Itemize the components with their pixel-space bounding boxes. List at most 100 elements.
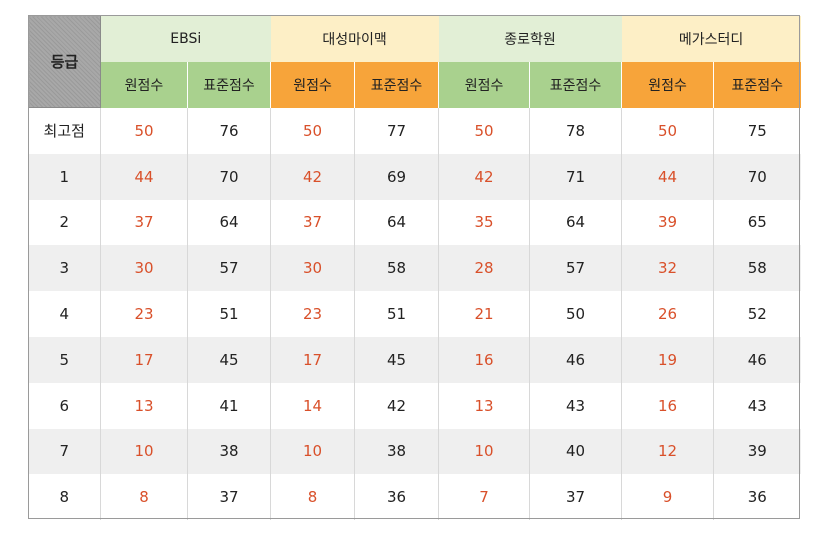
raw-score-cell: 37 <box>270 199 356 246</box>
standard-score-cell: 37 <box>187 474 272 521</box>
standard-score-cell: 57 <box>187 245 272 292</box>
standard-score-cell: 38 <box>354 428 440 475</box>
raw-score-cell: 30 <box>100 245 188 292</box>
raw-score-cell: 44 <box>100 153 188 200</box>
raw-score-cell: 50 <box>621 107 715 154</box>
raw-score-cell: 10 <box>100 428 188 475</box>
standard-score-cell: 70 <box>187 153 272 200</box>
standard-score-cell: 51 <box>354 291 440 337</box>
standard-score-cell: 50 <box>529 291 623 337</box>
standard-score-cell: 58 <box>713 245 801 292</box>
table-body: 최고점 50 76 50 77 50 78 50 75 1 44 70 42 69 42 71 44 70 2 37 6… <box>28 107 801 521</box>
table-row: 8 8 37 8 36 7 37 9 36 <box>28 474 801 521</box>
academy-header-row: 등급 EBSi 대성마이맥 종로학원 메가스터디 <box>28 15 801 108</box>
standard-score-cell: 37 <box>529 474 623 521</box>
raw-score-cell: 10 <box>438 428 531 475</box>
raw-score-cell: 32 <box>621 245 715 292</box>
raw-score-cell: 23 <box>270 291 356 337</box>
raw-score-cell: 8 <box>100 474 188 521</box>
raw-score-header: 원점수 <box>621 61 715 108</box>
raw-score-cell: 13 <box>438 382 531 429</box>
standard-score-cell: 45 <box>354 336 440 383</box>
standard-score-cell: 36 <box>747 488 767 507</box>
standard-score-cell: 51 <box>187 291 272 337</box>
raw-score-cell: 19 <box>621 336 715 383</box>
grade-cell: 최고점 <box>28 107 101 154</box>
grade-cell: 6 <box>28 382 101 429</box>
raw-score-cell: 13 <box>100 382 188 429</box>
raw-score-cell: 50 <box>270 107 356 154</box>
grade-column-header: 등급 <box>28 15 101 108</box>
academy-header-ebsi: EBSi <box>100 15 271 62</box>
standard-score-cell: 43 <box>529 382 623 429</box>
raw-score-cell: 30 <box>270 245 356 292</box>
standard-score-cell: 40 <box>529 428 623 475</box>
standard-score-cell: 69 <box>354 153 440 200</box>
grade-cell: 1 <box>28 153 101 200</box>
grade-header-label: 등급 <box>50 53 79 71</box>
standard-score-cell: 64 <box>354 199 440 246</box>
raw-score-cell: 35 <box>438 199 531 246</box>
raw-score-cell: 17 <box>270 336 356 383</box>
raw-score-header: 원점수 <box>438 61 531 108</box>
standard-score-header: 표준점수 <box>529 61 623 108</box>
grade-cut-table: 등급 EBSi 대성마이맥 종로학원 메가스터디 원점수 표준점수 원점수 표준… <box>28 15 801 521</box>
grade-cell: 2 <box>28 199 101 246</box>
raw-score-cell: 12 <box>621 428 715 475</box>
raw-score-cell: 21 <box>438 291 531 337</box>
standard-score-header: 표준점수 <box>354 61 440 108</box>
standard-score-cell: 39 <box>713 428 801 475</box>
raw-score-cell: 44 <box>621 153 715 200</box>
standard-score-cell: 45 <box>187 336 272 383</box>
academy-header-megastudy: 메가스터디 <box>621 15 801 62</box>
raw-score-cell: 42 <box>438 153 531 200</box>
raw-score-cell: 28 <box>438 245 531 292</box>
standard-score-cell: 36 <box>354 474 440 521</box>
standard-score-cell: 70 <box>713 153 801 200</box>
grade-cell: 7 <box>28 428 101 475</box>
grade-cell: 8 <box>28 474 101 521</box>
table-row: 4 23 51 23 51 21 50 26 52 <box>28 291 801 337</box>
raw-score-header: 원점수 <box>100 61 188 108</box>
raw-score-cell: 37 <box>100 199 188 246</box>
standard-score-cell: 43 <box>747 396 767 415</box>
standard-score-cell: 76 <box>187 107 272 154</box>
standard-score-cell: 77 <box>354 107 440 154</box>
standard-score-cell: 38 <box>187 428 272 475</box>
table-row: 6 13 41 14 42 13 43 16 43 <box>28 382 801 429</box>
grade-cell: 4 <box>28 291 101 337</box>
raw-score-cell: 8 <box>270 474 356 521</box>
raw-score-cell: 17 <box>100 336 188 383</box>
raw-score-cell: 42 <box>270 153 356 200</box>
academy-header-daesung: 대성마이맥 <box>270 15 439 62</box>
raw-score-header: 원점수 <box>270 61 356 108</box>
raw-score-cell: 16 <box>621 382 715 429</box>
standard-score-cell: 42 <box>354 382 440 429</box>
table-row: 3 30 57 30 58 28 57 32 58 <box>28 245 801 292</box>
standard-score-cell: 78 <box>529 107 623 154</box>
table-row: 1 44 70 42 69 42 71 44 70 <box>28 153 801 200</box>
standard-score-cell: 65 <box>747 213 767 232</box>
table-row: 2 37 64 37 64 35 64 39 65 <box>28 199 801 246</box>
grade-cell: 5 <box>28 336 101 383</box>
academy-header-jongro: 종로학원 <box>438 15 622 62</box>
standard-score-cell: 46 <box>529 336 623 383</box>
raw-score-cell: 14 <box>270 382 356 429</box>
raw-score-cell: 50 <box>438 107 531 154</box>
table-row: 7 10 38 10 38 10 40 12 39 <box>28 428 801 475</box>
standard-score-header: 표준점수 <box>187 61 272 108</box>
raw-score-cell: 50 <box>100 107 188 154</box>
standard-score-cell: 57 <box>529 245 623 292</box>
raw-score-cell: 9 <box>621 474 715 521</box>
standard-score-cell: 71 <box>529 153 623 200</box>
grade-cell: 3 <box>28 245 101 292</box>
table-row: 5 17 45 17 45 16 46 19 46 <box>28 336 801 383</box>
raw-score-cell: 39 <box>621 199 715 246</box>
raw-score-cell: 10 <box>270 428 356 475</box>
raw-score-cell: 16 <box>438 336 531 383</box>
score-type-header-row: 원점수 표준점수 원점수 표준점수 원점수 표준점수 원점수 표준점수 <box>29 61 801 108</box>
raw-score-cell: 26 <box>621 291 715 337</box>
raw-score-cell: 7 <box>438 474 531 521</box>
standard-score-header: 표준점수 <box>713 61 801 108</box>
standard-score-cell: 58 <box>354 245 440 292</box>
